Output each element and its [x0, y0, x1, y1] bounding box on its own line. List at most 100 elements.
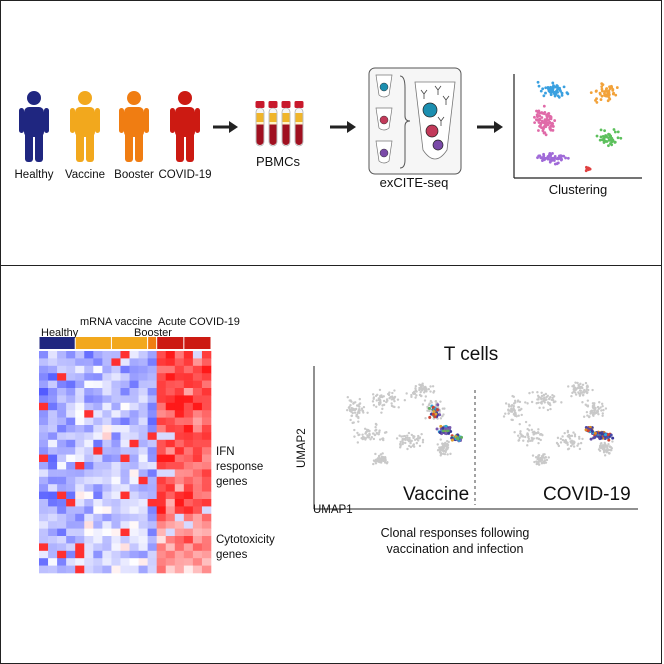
heatmap-cell: [165, 410, 176, 418]
umap-cell-point: [542, 394, 546, 397]
umap-cell-point: [581, 437, 584, 441]
heatmap-cell: [84, 521, 94, 529]
heatmap-cell: [66, 484, 76, 492]
heatmap-cell: [111, 462, 121, 470]
umap-cell-point: [504, 412, 507, 415]
umap-cell-point: [578, 437, 581, 440]
umap-cell-point: [524, 401, 527, 404]
heatmap-cell: [165, 543, 176, 552]
heatmap-cell: [102, 499, 112, 507]
umap-cell-point: [520, 407, 523, 411]
heatmap-cell: [165, 513, 176, 522]
heatmap-cell: [93, 462, 103, 470]
umap-cell-point: [517, 414, 520, 417]
umap-cell-point: [361, 409, 364, 412]
heatmap-cell: [48, 410, 58, 418]
clustering-label: Clustering: [548, 182, 608, 197]
umap-cell-point: [446, 445, 449, 449]
umap-cell-point: [364, 438, 367, 441]
umap-cell-point: [434, 399, 438, 403]
heatmap-cell: [39, 439, 49, 448]
umap-cell-point: [441, 415, 444, 418]
umap-cell-point: [372, 462, 375, 466]
umap-cell-point: [529, 439, 532, 443]
umap-cell-point: [431, 385, 435, 388]
umap-cell-point: [361, 437, 365, 441]
heatmap-cell: [192, 543, 203, 552]
umap-cell-point: [421, 403, 425, 406]
heatmap-cell: [138, 388, 148, 396]
cluster-point: [589, 91, 593, 95]
umap-cell-point: [543, 459, 547, 462]
umap-cell-point: [379, 394, 382, 398]
umap-cell-point: [535, 437, 539, 440]
umap-cell-point: [596, 405, 600, 409]
heatmap-cell: [48, 417, 58, 426]
umap-cell-point: [573, 435, 577, 438]
cluster-point: [615, 86, 619, 89]
heatmap-cell: [183, 513, 194, 522]
umap-cell-point: [374, 452, 377, 456]
umap-cell-point: [597, 413, 600, 416]
cluster-point: [611, 88, 615, 92]
heatmap-cell: [174, 558, 185, 566]
umap-cell-point: [421, 440, 425, 444]
umap-cell-point: [357, 416, 360, 420]
umap-cell-point: [531, 431, 534, 434]
umap-cell-point: [578, 435, 581, 439]
heatmap-cell: [93, 558, 103, 566]
heatmap-cell: [111, 513, 121, 522]
umap-cell-point: [377, 398, 381, 402]
heatmap-cell: [165, 373, 176, 381]
heatmap-cell: [129, 358, 139, 367]
heatmap-cell: [183, 484, 194, 492]
umap-cell-point: [428, 402, 431, 405]
umap-cell-point: [585, 385, 589, 389]
heatmap-cell: [57, 395, 67, 404]
umap-cell-point: [378, 454, 381, 458]
heatmap-cell: [39, 536, 49, 544]
umap-cell-point: [378, 431, 381, 434]
umap-cell-point: [530, 436, 533, 440]
umap-cell-point: [412, 445, 416, 448]
umap-cell-point: [381, 458, 384, 462]
heatmap-cell: [156, 462, 167, 470]
heatmap-cell: [93, 499, 103, 507]
umap-cell-point: [378, 388, 382, 392]
heatmap-cell: [183, 447, 194, 455]
heatmap-cell: [147, 476, 157, 485]
heatmap-cell: [138, 425, 148, 433]
cluster-point: [601, 135, 605, 138]
umap-cell-point: [605, 448, 608, 451]
umap-cell-point: [518, 422, 521, 426]
heatmap-cell: [192, 550, 203, 559]
heatmap-cell: [75, 476, 85, 485]
heatmap-cell: [48, 439, 58, 448]
cluster-point: [539, 89, 543, 93]
heatmap-cell: [165, 499, 176, 507]
heatmap-cell: [39, 469, 49, 478]
umap-cell-point: [582, 415, 586, 418]
heatmap-cell: [111, 425, 121, 433]
heatmap-cell: [75, 565, 85, 574]
heatmap-cell: [192, 462, 203, 470]
umap-cell-point: [535, 432, 538, 435]
umap-cell-point: [414, 389, 417, 392]
heatmap-cell: [102, 358, 112, 367]
cluster-point: [544, 86, 548, 90]
umap-cell-point: [408, 436, 411, 440]
clone-point: [441, 429, 445, 433]
clone-point: [607, 438, 611, 442]
heatmap-cell: [174, 410, 185, 418]
heatmap-cell: [66, 365, 76, 374]
umap-cell-point: [380, 411, 383, 414]
heatmap-cell: [93, 351, 103, 359]
heatmap-cell: [138, 513, 148, 522]
heatmap-cell: [174, 454, 185, 463]
umap-cell-point: [511, 408, 514, 411]
heatmap-cell: [120, 462, 130, 470]
heatmap-cell: [84, 358, 94, 367]
heatmap-cell: [84, 454, 94, 463]
umap-cell-point: [429, 390, 432, 393]
heatmap-cell: [201, 425, 212, 433]
